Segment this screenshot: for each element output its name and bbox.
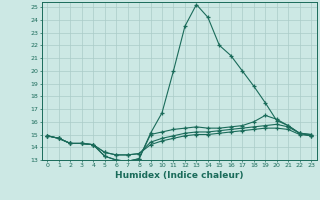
X-axis label: Humidex (Indice chaleur): Humidex (Indice chaleur): [115, 171, 244, 180]
